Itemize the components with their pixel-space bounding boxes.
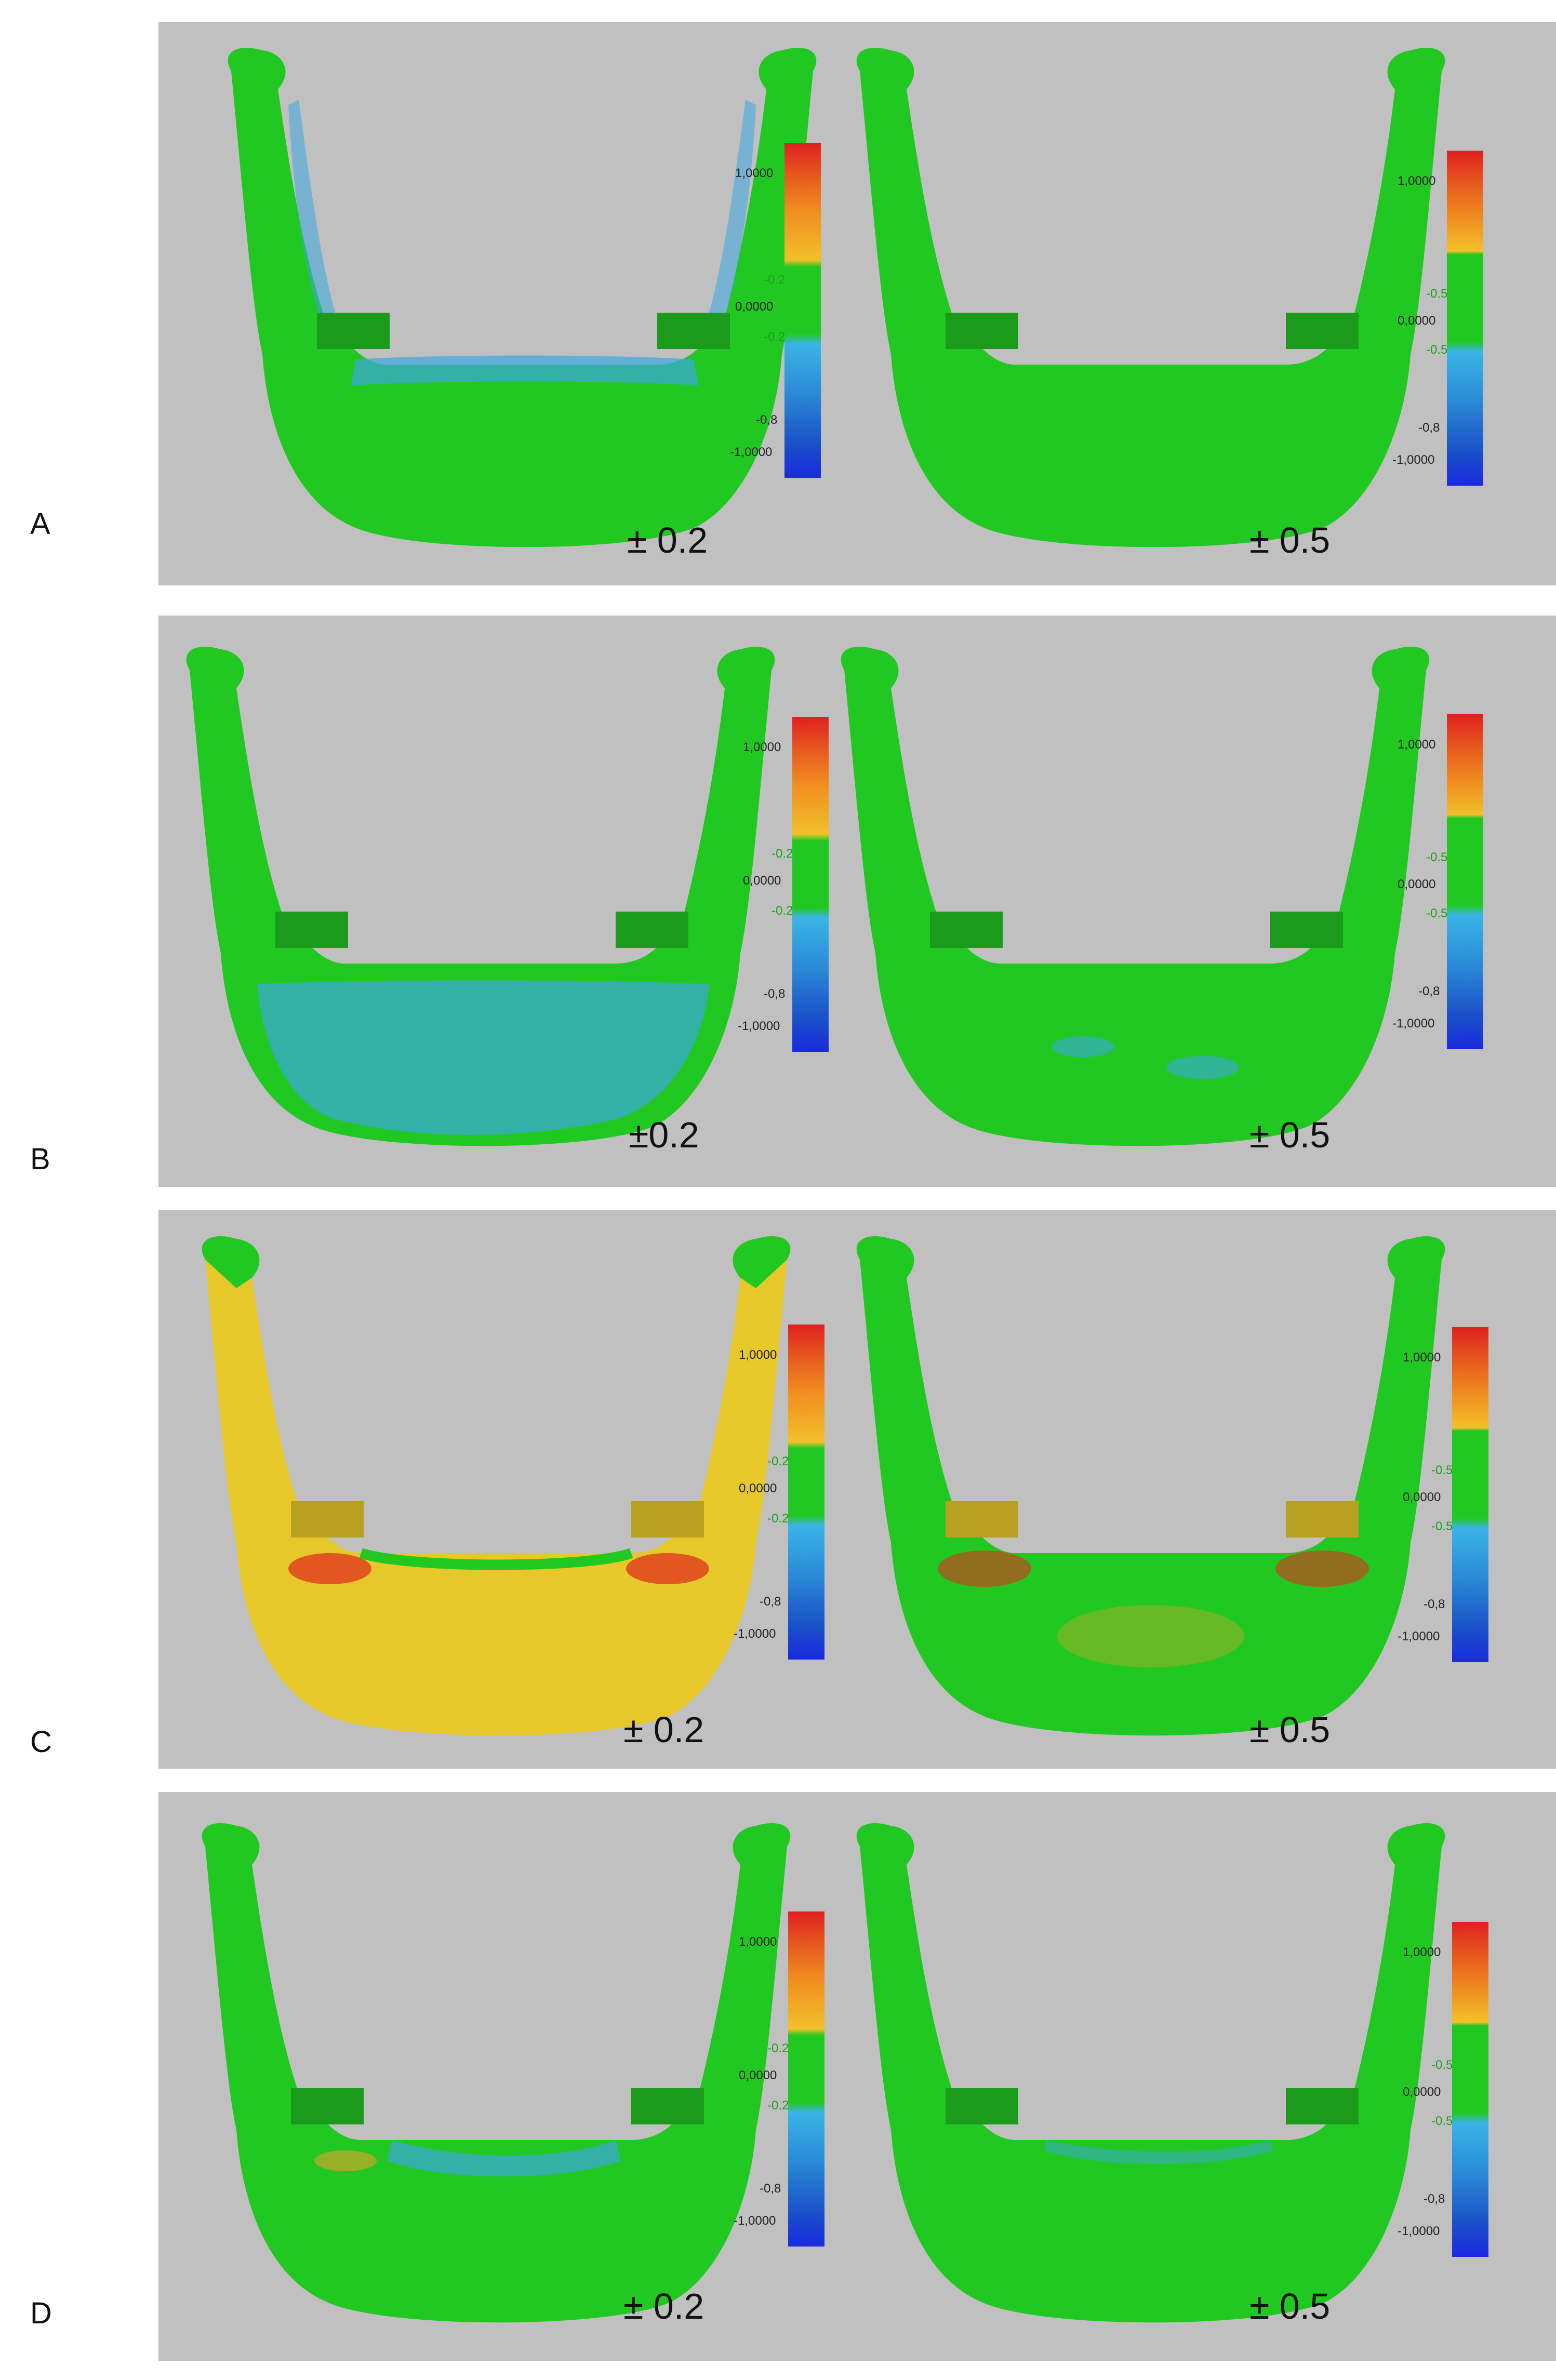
mandible-right-b — [841, 646, 1430, 1146]
mandible-left-a — [228, 47, 817, 547]
panel-c — [158, 1210, 1556, 1769]
caption-left-c: ± 0.2 — [623, 1709, 704, 1750]
mandible-right-d — [856, 1823, 1445, 2323]
row-label-d: D — [30, 2296, 52, 2330]
caption-left-b: ±0.2 — [629, 1115, 699, 1155]
color-scale-left-d: 1,0000 -0.2 0,0000 -0.2 -0,8 -1,0000 — [734, 1911, 835, 2247]
color-scale-left-a: 1,0000 -0.2 0,0000 -0.2 -0,8 -1,0000 — [730, 143, 831, 478]
caption-right-a: ± 0.5 — [1249, 520, 1331, 560]
mandible-left-c — [202, 1236, 791, 1736]
color-scale-right-c: 1,0000 -0.5 0,0000 -0.5 -0,8 -1,0000 — [1398, 1327, 1499, 1662]
color-scale-left-c: 1,0000 -0.2 0,0000 -0.2 -0,8 -1,0000 — [734, 1325, 835, 1660]
mandible-right-a — [856, 47, 1445, 547]
mandible-left-d — [202, 1823, 791, 2323]
caption-left-d: ± 0.2 — [623, 2286, 704, 2326]
caption-left-a: ± 0.2 — [627, 520, 708, 560]
color-scale-right-b: 1,0000 -0.5 0,0000 -0.5 -0,8 -1,0000 — [1392, 714, 1494, 1049]
mandible-views-c — [202, 1236, 1445, 1736]
color-scale-right-d: 1,0000 -0.5 0,0000 -0.5 -0,8 -1,0000 — [1398, 1922, 1499, 2257]
row-label-c: C — [30, 1725, 52, 1759]
mandible-left-b — [186, 646, 775, 1146]
caption-right-c: ± 0.5 — [1249, 1709, 1331, 1750]
panel-b — [158, 616, 1556, 1187]
color-scale-left-b: 1,0000 -0.2 0,0000 -0.2 -0,8 -1,0000 — [738, 717, 839, 1052]
row-label-a: A — [30, 507, 50, 541]
color-scale-right-a: 1,0000 -0.5 0,0000 -0.5 -0,8 -1,0000 — [1392, 151, 1494, 486]
panel-a — [158, 22, 1556, 585]
caption-right-d: ± 0.5 — [1249, 2286, 1331, 2326]
caption-right-b: ± 0.5 — [1249, 1115, 1331, 1155]
panel-d — [158, 1792, 1556, 2361]
mandible-views-b — [186, 646, 1430, 1146]
mandible-views-a — [228, 47, 1445, 547]
mandible-right-c — [856, 1236, 1445, 1736]
mandible-views-d — [202, 1823, 1445, 2323]
row-label-b: B — [30, 1142, 50, 1176]
